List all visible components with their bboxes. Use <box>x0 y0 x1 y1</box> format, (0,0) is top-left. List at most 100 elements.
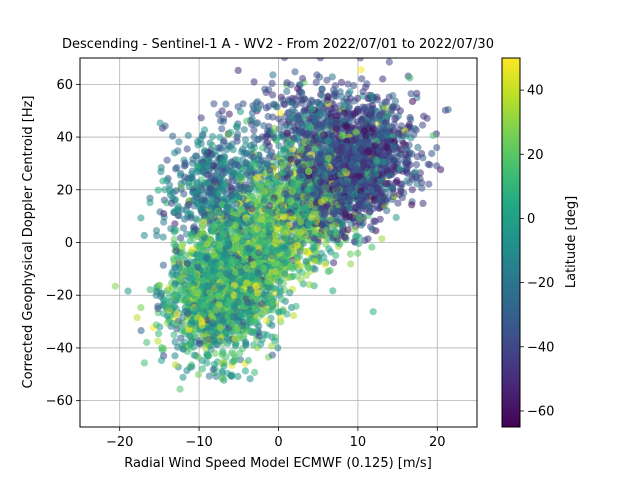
scatter-point <box>212 372 220 380</box>
scatter-point <box>368 243 376 251</box>
scatter-point <box>275 142 283 150</box>
scatter-point <box>234 372 242 380</box>
scatter-point <box>391 115 399 123</box>
scatter-point <box>339 221 347 229</box>
scatter-point <box>152 227 161 235</box>
scatter-point <box>344 80 352 88</box>
scatter-point <box>250 328 258 336</box>
scatter-point <box>299 74 307 83</box>
scatter-point <box>249 153 257 161</box>
scatter-point <box>229 177 237 185</box>
scatter-point <box>396 107 404 115</box>
scatter-point <box>306 154 315 163</box>
scatter-point <box>241 136 250 144</box>
scatter-point <box>389 156 397 164</box>
chart-title: Descending - Sentinel-1 A - WV2 - From 2… <box>62 37 494 52</box>
scatter-point <box>222 100 230 108</box>
scatter-point <box>413 180 421 188</box>
scatter-point <box>220 137 228 145</box>
scatter-point <box>157 168 165 176</box>
scatter-point <box>327 109 335 117</box>
scatter-point <box>323 76 331 84</box>
scatter-point <box>412 161 421 169</box>
scatter-point <box>181 215 189 223</box>
scatter-point <box>394 199 402 207</box>
scatter-point <box>276 150 284 158</box>
scatter-point <box>250 133 258 141</box>
scatter-point <box>301 105 309 113</box>
scatter-point <box>124 287 132 295</box>
scatter-point <box>209 213 217 221</box>
scatter-point <box>428 149 436 158</box>
scatter-point <box>171 361 179 369</box>
scatter-point <box>241 160 250 168</box>
scatter-point <box>133 314 141 322</box>
scatter-point <box>328 73 336 81</box>
scatter-point <box>312 78 320 86</box>
scatter-point <box>232 340 240 348</box>
scatter-point <box>441 106 449 114</box>
scatter-point <box>278 169 286 177</box>
scatter-point <box>346 94 355 103</box>
scatter-point <box>262 104 270 112</box>
scatter-point <box>178 242 186 250</box>
scatter-point <box>227 372 235 380</box>
scatter-point <box>356 58 364 62</box>
scatter-point <box>334 216 343 224</box>
scatter-point <box>218 125 226 133</box>
scatter-point <box>264 112 272 121</box>
scatter-point <box>174 296 182 304</box>
scatter-point <box>248 109 256 117</box>
scatter-point <box>317 143 326 151</box>
scatter-point <box>316 100 324 108</box>
scatter-point <box>337 78 346 86</box>
scatter-point <box>225 110 233 118</box>
scatter-point <box>207 158 215 166</box>
scatter-point <box>426 161 434 169</box>
scatter-point <box>168 271 176 279</box>
scatter-point <box>338 93 346 101</box>
scatter-point <box>169 132 177 140</box>
scatter-point <box>159 177 167 185</box>
scatter-point <box>172 165 180 173</box>
scatter-point <box>411 168 419 176</box>
scatter-point <box>329 287 337 295</box>
scatter-point <box>190 202 198 210</box>
scatter-point <box>294 186 302 195</box>
scatter-point <box>320 109 328 117</box>
scatter-point <box>190 343 198 351</box>
scatter-point <box>183 230 191 238</box>
scatter-point <box>137 214 145 222</box>
scatter-point <box>378 235 386 243</box>
scatter-point <box>240 255 248 263</box>
scatter-point <box>163 156 171 164</box>
scatter-point <box>375 177 383 185</box>
scatter-point <box>408 97 417 106</box>
scatter-point <box>283 87 291 95</box>
scatter-point <box>257 340 265 348</box>
scatter-point <box>227 158 235 166</box>
scatter-point <box>346 250 354 258</box>
scatter-point <box>171 220 179 228</box>
scatter-point <box>177 183 185 191</box>
scatter-point <box>291 108 299 116</box>
scatter-point <box>269 133 277 142</box>
scatter-point <box>170 331 178 339</box>
scatter-point <box>268 306 276 314</box>
scatter-point <box>250 78 258 86</box>
scatter-point <box>219 350 227 358</box>
scatter-point <box>194 370 203 379</box>
scatter-point <box>361 236 369 244</box>
scatter-point <box>268 79 276 87</box>
scatter-point <box>321 261 329 269</box>
scatter-point <box>184 131 192 140</box>
scatter-point <box>181 159 189 167</box>
scatter-point <box>290 312 298 320</box>
scatter-point <box>246 375 254 383</box>
scatter-point <box>215 337 223 345</box>
scatter-point <box>244 356 252 365</box>
scatter-point <box>379 75 387 83</box>
scatter-point <box>392 213 400 222</box>
scatter-point <box>172 187 180 195</box>
scatter-point <box>154 186 162 194</box>
